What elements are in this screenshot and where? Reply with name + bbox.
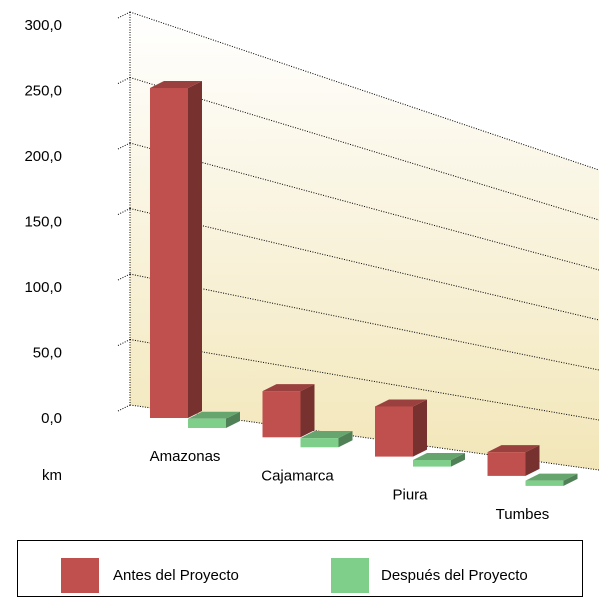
bar-top [150, 81, 202, 88]
chart: km 0,0 50,0 100,0 150,0 200,0 250,0 300,0 Amazo… [24, 11, 599, 523]
grid-line [129, 208, 599, 321]
grid-line [129, 142, 599, 271]
tick-mark [117, 11, 131, 19]
bar-top [188, 411, 240, 419]
legend-label: Después del Proyecto [381, 567, 528, 584]
legend-swatch [331, 558, 369, 593]
bar [300, 438, 339, 448]
y-tick-label: 250,0 [24, 82, 62, 99]
bar [375, 406, 413, 457]
bar-side [413, 399, 427, 457]
x-tick-label: Cajamarca [261, 467, 334, 484]
tick-mark [117, 339, 131, 346]
tick-mark [117, 273, 131, 281]
bar-top [413, 453, 465, 460]
back-wall [130, 12, 599, 470]
bar-top [487, 445, 540, 453]
bar-side [563, 473, 578, 486]
bar-side [525, 445, 540, 476]
bar [525, 480, 564, 486]
bar [150, 88, 188, 418]
bar-side [451, 453, 465, 467]
x-tick-label: Amazonas [150, 448, 221, 465]
y-tick-label: 300,0 [24, 17, 62, 34]
y-tick-label: 0,0 [41, 410, 62, 427]
y-tick-label: 200,0 [24, 148, 62, 165]
bar-top [262, 384, 315, 392]
bar-side [188, 81, 202, 418]
x-tick-label: Tumbes [496, 506, 550, 523]
bar-side [338, 431, 353, 448]
x-tick-label: Piura [392, 487, 428, 504]
bar-side [300, 384, 315, 438]
y-tick-label: 50,0 [33, 344, 62, 361]
legend-swatch [61, 558, 99, 593]
bar-side [226, 411, 240, 428]
tick-mark [117, 404, 131, 412]
bar-top [525, 473, 578, 481]
y-tick-label: 150,0 [24, 213, 62, 230]
y-axis-label: km [42, 467, 62, 484]
tick-mark [117, 77, 131, 84]
bar [487, 452, 526, 476]
tick-mark [117, 208, 131, 215]
bar-top [300, 431, 353, 439]
grid-line [129, 339, 599, 421]
bar [262, 391, 301, 438]
legend-label: Antes del Proyecto [113, 567, 239, 584]
bar [188, 418, 226, 428]
legend: Antes del Proyecto Después del Proyecto [17, 540, 583, 597]
bar [413, 460, 451, 467]
y-tick-label: 100,0 [24, 279, 62, 296]
bar-top [375, 399, 427, 407]
tick-mark [117, 142, 131, 150]
grid-line [129, 77, 599, 221]
